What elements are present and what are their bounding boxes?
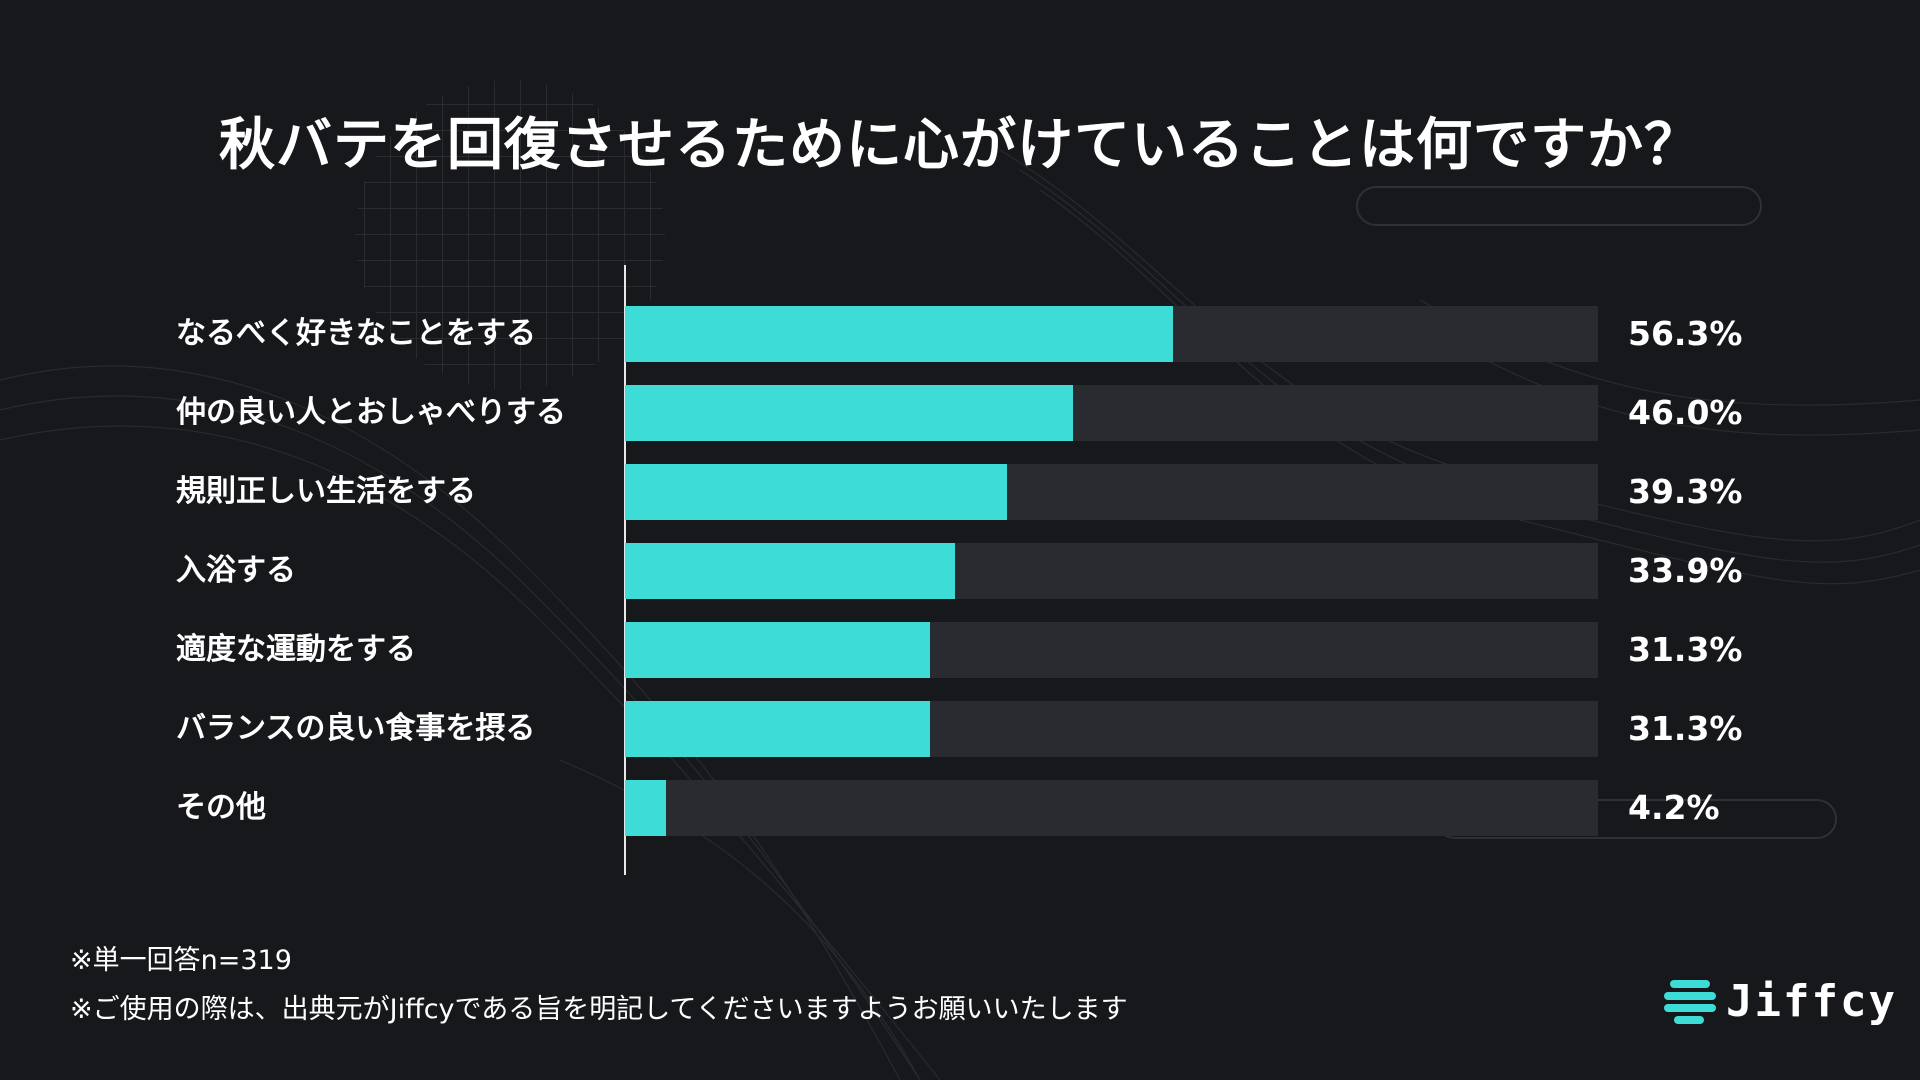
- category-label: 規則正しい生活をする: [176, 474, 476, 509]
- bar-track: [625, 701, 1598, 757]
- note-sample-size: ※単一回答n=319: [70, 945, 292, 976]
- bar-track: [625, 543, 1598, 599]
- bar-track: [625, 622, 1598, 678]
- category-label: その他: [176, 790, 266, 825]
- bar-row: 規則正しい生活をする 39.3%: [0, 464, 1920, 520]
- bar-row: 適度な運動をする 31.3%: [0, 622, 1920, 678]
- bar-track: [625, 780, 1598, 836]
- bar-row: 仲の良い人とおしゃべりする 46.0%: [0, 385, 1920, 441]
- logo-text: Jiffcy: [1726, 976, 1897, 1027]
- bar: [625, 701, 930, 757]
- category-label: 適度な運動をする: [176, 632, 416, 667]
- value-label: 33.9%: [1628, 551, 1743, 590]
- bar: [625, 780, 666, 836]
- jiffcy-logo: Jiffcy: [1662, 972, 1895, 1032]
- bar-track: [625, 306, 1598, 362]
- category-label: 仲の良い人とおしゃべりする: [176, 395, 566, 430]
- bar-row: 入浴する 33.9%: [0, 543, 1920, 599]
- jiffcy-logo-icon: [1664, 980, 1716, 1024]
- bar: [625, 306, 1173, 362]
- category-label: なるべく好きなことをする: [176, 316, 536, 351]
- bar: [625, 464, 1008, 520]
- value-label: 31.3%: [1628, 630, 1743, 669]
- bar-track: [625, 464, 1598, 520]
- bar: [625, 385, 1073, 441]
- category-label: 入浴する: [176, 553, 296, 588]
- value-label: 39.3%: [1628, 472, 1743, 511]
- bar-row: なるべく好きなことをする 56.3%: [0, 306, 1920, 362]
- bar: [625, 543, 955, 599]
- note-credit: ※ご使用の際は、出典元がJiffcyである旨を明記してくださいますようお願いいた…: [70, 994, 1128, 1025]
- value-label: 4.2%: [1628, 788, 1720, 827]
- value-label: 56.3%: [1628, 314, 1743, 353]
- bar: [625, 622, 930, 678]
- chart-title: 秋バテを回復させるために心がけていることは何ですか？: [219, 113, 1701, 178]
- bar-row: バランスの良い食事を摂る 31.3%: [0, 701, 1920, 757]
- bar-track: [625, 385, 1598, 441]
- value-label: 31.3%: [1628, 709, 1743, 748]
- bar-row: その他 4.2%: [0, 780, 1920, 836]
- value-label: 46.0%: [1628, 393, 1743, 432]
- category-label: バランスの良い食事を摂る: [176, 711, 536, 746]
